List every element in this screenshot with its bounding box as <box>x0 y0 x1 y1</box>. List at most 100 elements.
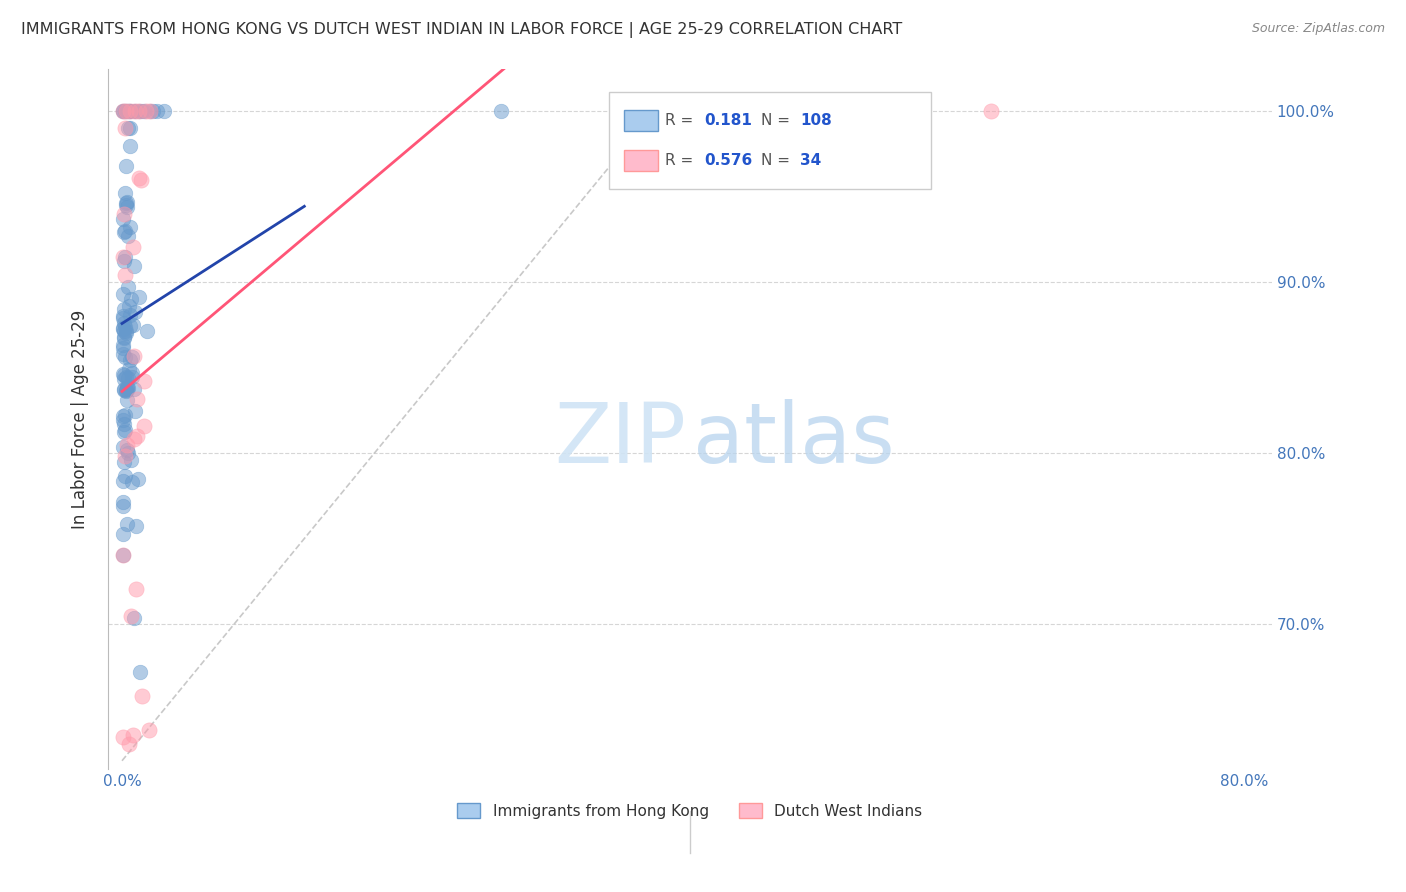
Point <box>117 445 139 459</box>
Point <box>112 331 135 345</box>
Point <box>117 393 139 408</box>
Point <box>117 280 139 294</box>
Y-axis label: In Labor Force | Age 25-29: In Labor Force | Age 25-29 <box>72 310 89 529</box>
Point <box>125 519 148 533</box>
Point <box>112 368 135 382</box>
Point <box>117 229 139 244</box>
Point <box>117 371 139 385</box>
Point <box>112 527 135 541</box>
Point <box>131 104 153 119</box>
Point <box>122 350 145 364</box>
Point <box>124 104 146 119</box>
Point <box>112 330 135 344</box>
Point <box>139 104 162 119</box>
Point <box>134 104 156 119</box>
Point <box>118 352 141 367</box>
Point <box>125 104 148 119</box>
Point <box>117 200 139 214</box>
Point <box>114 423 136 437</box>
Point <box>112 417 135 431</box>
Text: Source: ZipAtlas.com: Source: ZipAtlas.com <box>1251 22 1385 36</box>
Point <box>115 195 138 210</box>
Point <box>112 730 135 744</box>
Point <box>115 382 138 396</box>
Point <box>128 104 150 119</box>
Text: N =: N = <box>761 113 794 128</box>
Point <box>489 104 512 119</box>
Point <box>114 268 136 283</box>
Point <box>120 139 142 153</box>
Text: 0.576: 0.576 <box>704 153 752 168</box>
Text: IMMIGRANTS FROM HONG KONG VS DUTCH WEST INDIAN IN LABOR FORCE | AGE 25-29 CORREL: IMMIGRANTS FROM HONG KONG VS DUTCH WEST … <box>21 22 903 38</box>
Point <box>118 737 141 751</box>
Point <box>129 665 152 679</box>
Point <box>111 338 134 352</box>
Point <box>112 548 135 562</box>
Point <box>114 250 136 264</box>
Point <box>118 104 141 119</box>
Point <box>114 450 136 464</box>
Point <box>121 239 143 253</box>
Point <box>146 104 169 119</box>
Point <box>117 381 139 395</box>
Point <box>112 425 135 439</box>
Point <box>117 104 139 119</box>
Point <box>124 305 146 319</box>
Point <box>121 475 143 489</box>
Text: 0.181: 0.181 <box>704 113 752 128</box>
Text: R =: R = <box>665 153 699 168</box>
Point <box>114 408 136 422</box>
Point <box>112 368 135 382</box>
Point <box>112 104 135 119</box>
Point <box>112 316 135 330</box>
Point <box>115 517 138 532</box>
Point <box>115 369 138 384</box>
Point <box>122 259 145 273</box>
Text: atlas: atlas <box>693 400 896 481</box>
Legend: Immigrants from Hong Kong, Dutch West Indians: Immigrants from Hong Kong, Dutch West In… <box>451 797 928 825</box>
Point <box>112 383 135 397</box>
Point <box>124 432 146 446</box>
Point <box>115 104 138 119</box>
Point <box>980 104 1002 119</box>
Text: ZIP: ZIP <box>554 400 686 481</box>
Point <box>122 611 145 625</box>
Point <box>120 292 142 306</box>
Point <box>120 319 142 334</box>
Point <box>111 549 134 563</box>
Point <box>118 361 141 376</box>
Point <box>114 320 136 334</box>
Point <box>112 382 135 396</box>
Point <box>120 453 142 467</box>
Point <box>125 428 148 442</box>
Point <box>114 324 136 338</box>
Point <box>114 104 136 119</box>
Point <box>129 172 152 186</box>
Point <box>111 309 134 323</box>
Point <box>112 301 135 316</box>
Point <box>112 250 135 264</box>
Point <box>112 225 135 239</box>
Point <box>112 311 135 326</box>
Point <box>114 186 136 201</box>
Point <box>112 104 135 119</box>
Point <box>122 382 145 396</box>
Point <box>132 418 155 433</box>
Point <box>111 495 134 509</box>
Point <box>118 121 141 136</box>
Point <box>122 318 145 332</box>
Text: N =: N = <box>761 153 794 168</box>
Point <box>115 324 138 338</box>
Point <box>115 104 138 119</box>
Point <box>112 455 135 469</box>
Point <box>111 341 134 355</box>
Point <box>142 104 165 119</box>
Point <box>120 608 142 623</box>
Point <box>115 198 138 212</box>
Point <box>111 104 134 119</box>
Point <box>114 350 136 364</box>
Point <box>120 104 142 119</box>
Point <box>112 207 135 221</box>
Point <box>135 104 157 119</box>
Point <box>121 366 143 380</box>
